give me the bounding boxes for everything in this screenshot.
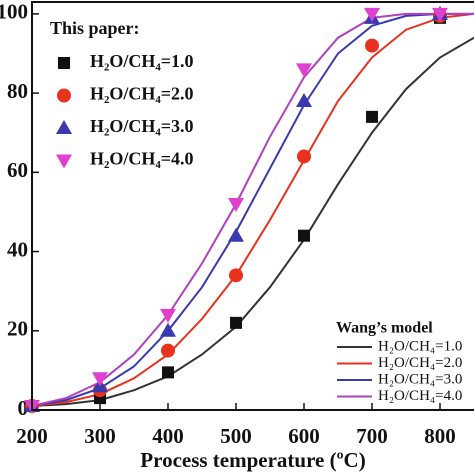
marker-triangle: [160, 308, 176, 323]
marker-circle: [297, 149, 311, 164]
legend-label: H₂O/CH₄=2.0: [90, 84, 194, 104]
y-tick-label: 100: [0, 0, 28, 24]
legend-label: H₂O/CH₄=4.0: [90, 149, 194, 169]
marker-triangle: [228, 198, 244, 213]
marker-square: [298, 229, 310, 242]
marker-triangle: [92, 372, 108, 387]
marker-square: [58, 57, 70, 69]
y-tick-label: 80: [7, 79, 28, 103]
x-tick-label: 400: [152, 424, 184, 448]
legend-label: H₂O/CH₄=2.0: [378, 355, 462, 371]
x-tick-label: 800: [424, 424, 456, 448]
x-axis-label: Process temperature (ºC): [140, 448, 365, 472]
legend-label: H₂O/CH₄=1.0: [378, 338, 462, 354]
plot-frame: [31, 1, 474, 411]
marker-square: [162, 366, 174, 379]
y-tick-label: 40: [7, 237, 28, 261]
marker-square: [366, 110, 378, 123]
marker-triangle: [228, 227, 244, 242]
x-tick-label: 700: [356, 424, 388, 448]
marker-triangle: [432, 7, 448, 22]
marker-triangle: [364, 7, 380, 22]
x-tick-label: 200: [16, 424, 48, 448]
legend-title: This paper:: [50, 18, 140, 38]
marker-triangle: [160, 322, 176, 337]
marker-triangle: [56, 120, 72, 134]
y-tick-label: 60: [7, 158, 28, 182]
legend-label: H₂O/CH₄=4.0: [378, 388, 462, 404]
marker-triangle: [296, 63, 312, 78]
y-tick-label: 0: [18, 396, 29, 420]
marker-circle: [365, 38, 379, 53]
model-curve: [31, 12, 474, 407]
x-tick-label: 300: [84, 424, 116, 448]
marker-triangle: [296, 93, 312, 108]
legend-title: Wang’s model: [336, 320, 433, 337]
x-tick-label: 600: [288, 424, 320, 448]
marker-circle: [161, 343, 175, 358]
legend-label: H₂O/CH₄=1.0: [90, 51, 194, 71]
marker-triangle: [56, 154, 72, 169]
legend-label: H₂O/CH₄=3.0: [378, 371, 462, 387]
y-tick-label: 20: [7, 317, 28, 341]
legend-label: H₂O/CH₄=3.0: [90, 116, 194, 136]
marker-circle: [229, 268, 243, 283]
x-tick-label: 500: [220, 424, 252, 448]
marker-square: [230, 316, 242, 329]
marker-circle: [57, 88, 71, 103]
model-curve: [31, 12, 474, 407]
